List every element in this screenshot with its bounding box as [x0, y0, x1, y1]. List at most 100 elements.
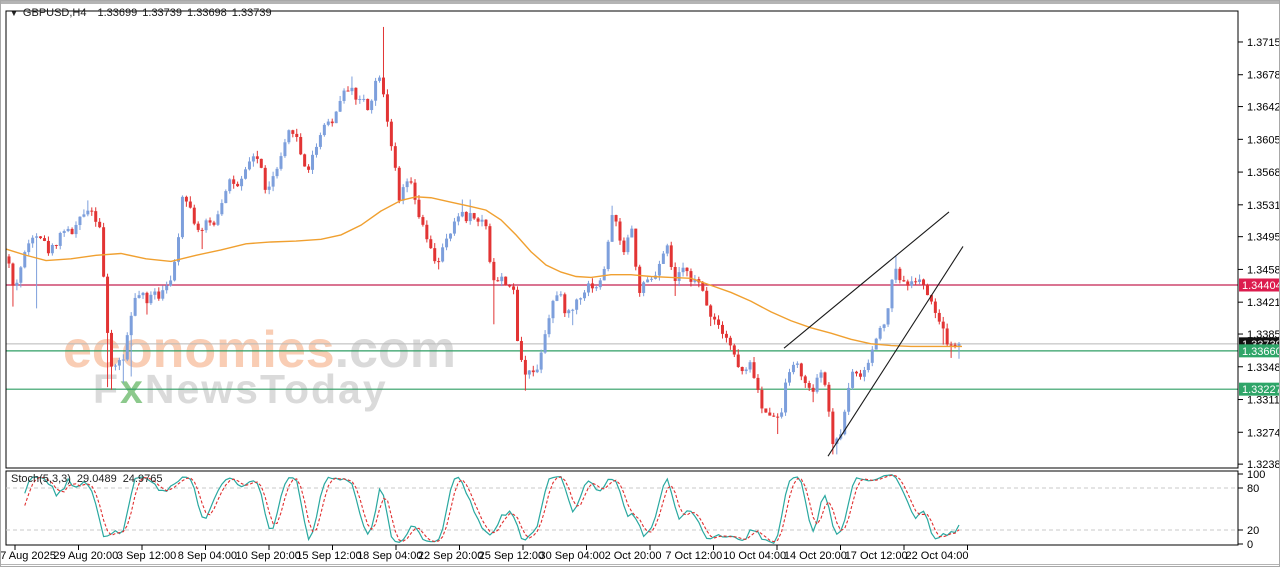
candle-body-up: [583, 292, 587, 299]
candle-body-down: [192, 207, 196, 224]
candle-body-down: [385, 94, 389, 122]
date-label: 8 Sep 04:00: [178, 550, 237, 562]
candle-body-up: [125, 335, 129, 360]
candle-body-up: [401, 187, 405, 201]
candle-body-up: [693, 279, 697, 282]
stochastic-frame: [5, 470, 1239, 546]
horizontal-lines[interactable]: [6, 284, 1238, 390]
candle-body-up: [677, 272, 681, 281]
candle-body-down: [492, 261, 496, 281]
stochastic-panel[interactable]: [6, 474, 1238, 545]
price-tick-label: 1.35680: [1247, 167, 1280, 179]
candle-body-up: [216, 214, 220, 225]
date-label: 17 Oct 12:00: [845, 550, 908, 562]
candle-body-up: [460, 211, 464, 217]
stoch-k-line: [24, 474, 960, 545]
candle-body-down: [705, 290, 709, 306]
candle-body-down: [618, 221, 622, 241]
candle-body-up: [405, 181, 409, 188]
candle-body-up: [342, 90, 346, 101]
candle-body-down: [508, 285, 512, 287]
candle-body-up: [547, 318, 551, 335]
candle-body-up: [224, 191, 228, 204]
candle-body-up: [539, 352, 543, 370]
trendline-1[interactable]: [783, 211, 950, 349]
candle-body-up: [338, 100, 342, 112]
date-label: 15 Sep 12:00: [296, 550, 361, 562]
stoch-tick-label: 20: [1247, 525, 1259, 537]
candle-body-up: [870, 349, 874, 363]
candle-body-up: [500, 276, 504, 282]
price-axis[interactable]: 1.37150 1.36780 1.36420 1.36050 1.35680 1.353…: [1238, 37, 1280, 551]
candle-body-down: [196, 223, 200, 230]
candle-body-down: [823, 372, 827, 385]
candle-body-up: [527, 370, 531, 375]
candle-body-down: [393, 146, 397, 168]
price-tick-label: 1.36050: [1247, 134, 1280, 146]
candle-body-up: [78, 216, 82, 225]
candle-body-down: [720, 324, 724, 334]
candle-body-down: [914, 281, 918, 283]
candle-body-up: [161, 290, 165, 299]
candle-body-down: [476, 218, 480, 222]
candle-body-up: [630, 228, 634, 238]
candle-body-up: [334, 111, 338, 124]
candle-body-up: [456, 216, 460, 222]
candle-body-down: [614, 215, 618, 222]
candle-body-down: [232, 179, 236, 184]
candle-body-up: [279, 156, 283, 169]
trendlines[interactable]: [783, 211, 964, 457]
candle-body-down: [563, 294, 567, 314]
candle-body-up: [555, 295, 559, 301]
candle-body-down: [732, 345, 736, 355]
candle-body-up: [815, 377, 819, 392]
candle-body-up: [795, 363, 799, 365]
candle-body-up: [571, 309, 575, 311]
candle-body-down: [429, 239, 433, 249]
candle-body-up: [204, 220, 208, 231]
candle-body-down: [255, 156, 259, 159]
candle-body-down: [7, 256, 11, 264]
candle-body-down: [90, 210, 94, 212]
candle-body-up: [626, 237, 630, 253]
candle-body-down: [638, 266, 642, 293]
candle-body-down: [709, 305, 713, 317]
candle-body-up: [579, 298, 583, 300]
candle-body-up: [586, 283, 590, 293]
candle-body-up: [220, 203, 224, 215]
candle-body-up: [787, 372, 791, 383]
candle-body-up: [173, 261, 177, 281]
candle-body-up: [957, 343, 961, 347]
candle-body-down: [145, 292, 149, 304]
date-label: 14 Oct 20:00: [784, 550, 847, 562]
candle-body-down: [157, 291, 161, 299]
candle-body-up: [149, 294, 153, 304]
candle-body-up: [283, 142, 287, 157]
date-label: 27 Aug 2025: [1, 550, 56, 562]
candle-body-down: [634, 228, 638, 267]
candle-body-up: [370, 100, 374, 111]
trendline-2[interactable]: [827, 246, 964, 457]
chart-collapse-icon[interactable]: ▼: [10, 8, 18, 18]
candle-body-up: [113, 365, 117, 367]
price-tick-label: 1.32740: [1247, 427, 1280, 439]
candle-body-down: [752, 362, 756, 378]
candle-body-down: [728, 337, 732, 346]
candle-body-down: [208, 220, 212, 223]
candle-body-down: [421, 217, 425, 225]
candle-body-up: [50, 245, 54, 254]
candle-body-down: [330, 121, 334, 124]
candle-body-down: [200, 229, 204, 231]
candle-body-down: [263, 167, 267, 190]
candle-body-up: [847, 387, 851, 412]
candle-body-down: [858, 373, 862, 377]
stoch-k-value: 29.0489: [76, 473, 117, 485]
price-tick-label: 1.33110: [1247, 395, 1280, 407]
date-label: 25 Sep 12:00: [479, 550, 544, 562]
candle-body-up: [665, 245, 669, 254]
stoch-tick-label: 0: [1247, 539, 1253, 551]
candle-body-down: [922, 279, 926, 285]
